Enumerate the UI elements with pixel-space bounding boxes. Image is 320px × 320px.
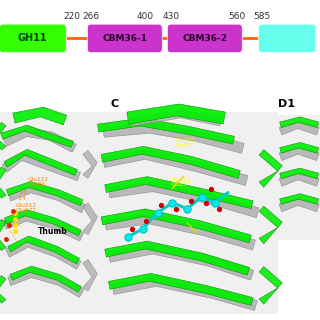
Polygon shape (280, 142, 319, 153)
Text: GH11: GH11 (18, 33, 48, 44)
FancyBboxPatch shape (167, 24, 242, 52)
Text: Glu122: Glu122 (27, 177, 48, 182)
Text: CBM36-1: CBM36-1 (102, 34, 147, 43)
Polygon shape (101, 209, 252, 243)
FancyBboxPatch shape (259, 24, 316, 52)
Polygon shape (259, 150, 282, 187)
Polygon shape (279, 198, 319, 212)
Polygon shape (1, 125, 73, 147)
Text: 266: 266 (83, 12, 100, 21)
Bar (0, 112, 94, 314)
Polygon shape (0, 276, 6, 303)
Text: 560: 560 (228, 12, 245, 21)
Polygon shape (83, 150, 97, 179)
Text: 3.6: 3.6 (19, 190, 27, 195)
Polygon shape (2, 152, 80, 181)
Polygon shape (279, 147, 319, 161)
Text: Thumb: Thumb (38, 227, 68, 236)
Text: 400: 400 (137, 12, 154, 21)
Text: 585: 585 (254, 12, 271, 21)
Polygon shape (280, 168, 319, 179)
Polygon shape (127, 104, 225, 124)
Polygon shape (112, 276, 257, 310)
FancyBboxPatch shape (87, 24, 162, 52)
Polygon shape (83, 203, 97, 235)
Text: 430: 430 (163, 12, 180, 21)
Text: Glu86: Glu86 (176, 143, 193, 148)
Polygon shape (8, 269, 84, 297)
Text: 220: 220 (63, 12, 81, 21)
Text: Glu177: Glu177 (16, 209, 37, 213)
Polygon shape (280, 194, 319, 204)
Text: Glu122: Glu122 (174, 138, 196, 143)
Polygon shape (105, 241, 250, 275)
Text: D1: D1 (278, 99, 295, 109)
Polygon shape (280, 117, 319, 128)
Polygon shape (259, 206, 282, 244)
Polygon shape (101, 146, 240, 178)
FancyBboxPatch shape (0, 24, 66, 52)
Polygon shape (279, 121, 319, 135)
Polygon shape (3, 128, 76, 152)
Polygon shape (5, 239, 81, 269)
Polygon shape (131, 110, 221, 126)
Polygon shape (6, 181, 83, 206)
Text: Glu212: Glu212 (15, 203, 36, 208)
Polygon shape (259, 267, 282, 304)
Polygon shape (10, 266, 81, 292)
Polygon shape (4, 210, 81, 236)
Text: Glu177: Glu177 (170, 181, 191, 187)
Text: CBM36-2: CBM36-2 (182, 34, 227, 43)
Polygon shape (8, 236, 79, 264)
Polygon shape (103, 149, 248, 186)
Polygon shape (13, 107, 67, 125)
Polygon shape (8, 184, 85, 213)
Bar (94, 112, 278, 314)
Bar (278, 115, 320, 240)
Polygon shape (279, 172, 319, 186)
Polygon shape (0, 122, 6, 150)
Polygon shape (83, 260, 97, 291)
Polygon shape (105, 214, 255, 250)
Polygon shape (0, 219, 6, 251)
Polygon shape (108, 273, 253, 305)
Text: Glu212: Glu212 (170, 177, 191, 182)
Text: 3.4: 3.4 (18, 196, 26, 201)
Text: C: C (110, 99, 118, 109)
Polygon shape (98, 118, 235, 144)
Polygon shape (0, 167, 6, 198)
Polygon shape (108, 244, 254, 280)
Polygon shape (3, 212, 84, 241)
Polygon shape (105, 177, 253, 209)
Polygon shape (4, 149, 77, 175)
Polygon shape (108, 181, 259, 218)
Text: Glu86: Glu86 (28, 182, 45, 187)
Polygon shape (103, 123, 244, 153)
